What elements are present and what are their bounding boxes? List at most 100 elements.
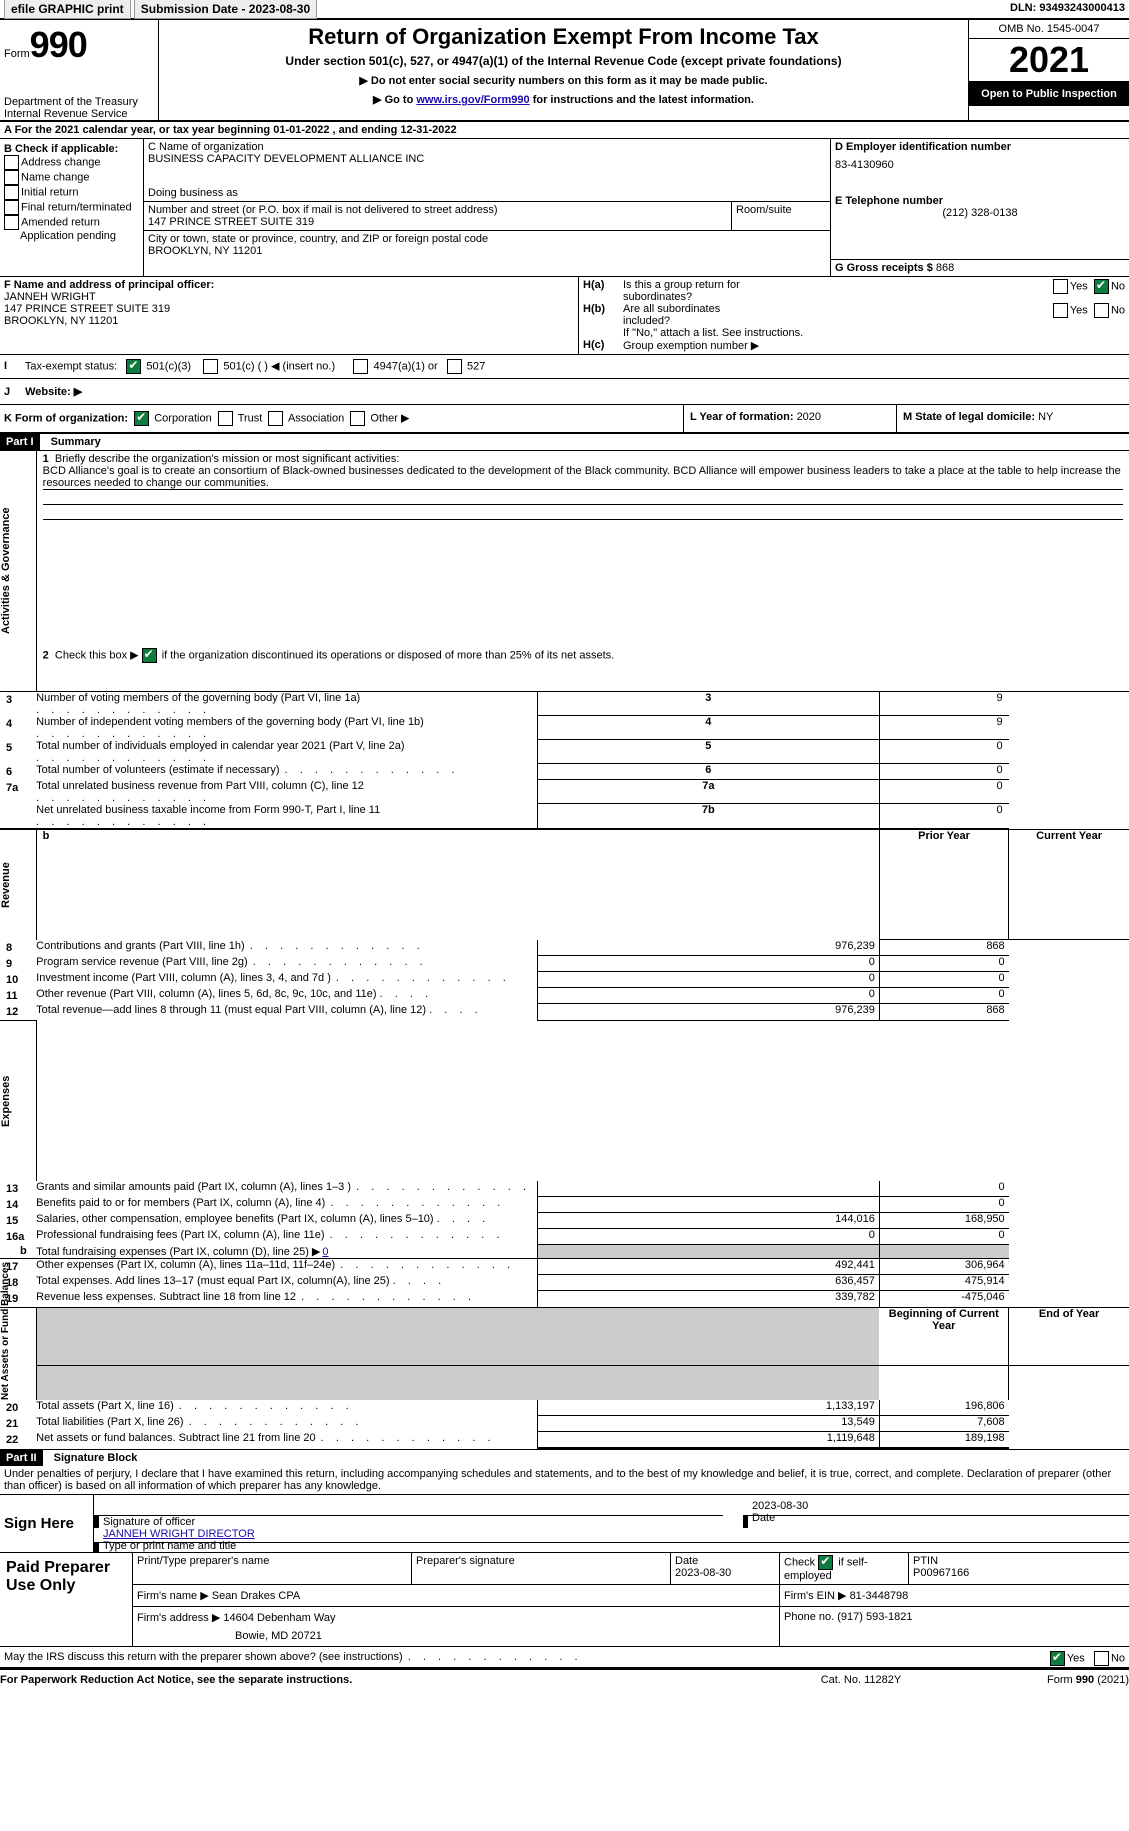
form-title: Return of Organization Exempt From Incom…	[179, 24, 948, 50]
ssn-notice: Do not enter social security numbers on …	[371, 75, 768, 87]
summary-line: 14Benefits paid to or for members (Part …	[0, 1197, 1129, 1213]
discuss-no-checkbox[interactable]	[1094, 1651, 1109, 1666]
org-name-label: C Name of organization	[148, 141, 826, 153]
summary-line: 17Other expenses (Part IX, column (A), l…	[0, 1258, 1129, 1275]
part2-header-row: Part II Signature Block	[0, 1449, 1129, 1466]
signature-officer-label: Signature of officer	[97, 1515, 724, 1528]
527-checkbox[interactable]	[447, 359, 462, 374]
corp-checkbox[interactable]	[134, 411, 149, 426]
net-shaded-left	[36, 1307, 879, 1366]
part1-header-row: Part I Summary	[0, 434, 1129, 451]
phone-label: E Telephone number	[835, 195, 1125, 207]
hb-no-checkbox[interactable]	[1094, 303, 1109, 318]
discuss-yes-label: Yes	[1067, 1652, 1085, 1664]
501c3-checkbox[interactable]	[126, 359, 141, 374]
firm-name-value: Sean Drakes CPA	[212, 1590, 300, 1602]
part1-table: Activities & Governance 1 Briefly descri…	[0, 451, 1129, 1449]
dba-label: Doing business as	[148, 187, 826, 199]
sign-here-label: Sign Here	[0, 1495, 94, 1552]
amended-return-label: Amended return	[21, 216, 100, 228]
city-value: BROOKLYN, NY 11201	[148, 245, 826, 257]
4947-label: 4947(a)(1) or	[374, 360, 438, 372]
summary-line: 16aProfessional fundraising fees (Part I…	[0, 1229, 1129, 1245]
footer-row: For Paperwork Reduction Act Notice, see …	[0, 1668, 1129, 1690]
summary-line: 22Net assets or fund balances. Subtract …	[0, 1432, 1129, 1448]
gross-receipts-value: 868	[936, 262, 954, 274]
self-employed-prefix: Check	[784, 1556, 818, 1568]
discuss-row: May the IRS discuss this return with the…	[0, 1646, 1129, 1668]
preparer-name-label: Print/Type preparer's name	[133, 1552, 412, 1584]
part1-title: Summary	[43, 436, 101, 448]
discuss-question: May the IRS discuss this return with the…	[4, 1651, 580, 1663]
cat-number: Cat. No. 11282Y	[773, 1669, 950, 1690]
tax-year: 2021	[969, 39, 1129, 82]
tax-period-row: A For the 2021 calendar year, or tax yea…	[0, 122, 1129, 139]
efile-print-button[interactable]: efile GRAPHIC print	[4, 0, 131, 19]
501c-other-checkbox[interactable]	[203, 359, 218, 374]
h-a-text1: Is this a group return for	[623, 279, 933, 291]
firm-ein-label: Firm's EIN ▶	[784, 1590, 850, 1602]
open-public-inspection: Open to Public Inspection	[969, 82, 1129, 106]
form-subtitle: Under section 501(c), 527, or 4947(a)(1)…	[179, 54, 948, 68]
website-label: Website: ▶	[25, 386, 82, 398]
paid-preparer-label: Paid Preparer Use Only	[0, 1552, 133, 1646]
typed-name-link[interactable]: JANNEH WRIGHT DIRECTOR	[103, 1528, 255, 1540]
amended-return-checkbox[interactable]	[4, 215, 19, 230]
4947-checkbox[interactable]	[353, 359, 368, 374]
name-change-checkbox[interactable]	[4, 170, 19, 185]
identity-block: B Check if applicable: Address change Na…	[0, 139, 1129, 276]
signature-date-label: Date	[752, 1512, 775, 1524]
phone-value: (212) 328-0138	[835, 207, 1125, 219]
hb-yes-checkbox[interactable]	[1053, 303, 1068, 318]
summary-line: 20Total assets (Part X, line 16) 1,133,1…	[0, 1400, 1129, 1416]
firm-phone-value: (917) 593-1821	[837, 1611, 912, 1623]
preparer-signature-label: Preparer's signature	[412, 1552, 671, 1584]
line16b-value[interactable]: 0	[320, 1246, 408, 1259]
ha-no-label: No	[1111, 280, 1125, 292]
officer-group-block: F Name and address of principal officer:…	[0, 276, 1129, 354]
h-list-instruction: If "No," attach a list. See instructions…	[623, 327, 1125, 339]
application-pending-label: Application pending	[4, 230, 139, 242]
ha-yes-checkbox[interactable]	[1053, 279, 1068, 294]
initial-return-checkbox[interactable]	[4, 185, 19, 200]
h-b-label: H(b)	[583, 303, 623, 327]
firm-addr2-value: Bowie, MD 20721	[137, 1624, 775, 1642]
final-return-label: Final return/terminated	[21, 201, 132, 213]
beginning-year-header: Beginning of Current Year	[879, 1307, 1008, 1366]
prep-date-value: 2023-08-30	[675, 1567, 731, 1579]
typed-name-label: Type or print name and title	[103, 1540, 236, 1552]
year-formation-label: L Year of formation:	[690, 411, 797, 423]
signature-block: Sign Here Signature of officer 2023-08-3…	[0, 1495, 1129, 1552]
firm-addr-label: Firm's address ▶	[137, 1612, 223, 1624]
self-employed-checkbox[interactable]	[818, 1555, 833, 1570]
discontinued-checkbox[interactable]	[142, 648, 157, 663]
form-footer-right: Form 990 (2021)	[949, 1669, 1129, 1690]
part2-label: Part II	[0, 1450, 43, 1466]
addr-change-checkbox[interactable]	[4, 155, 19, 170]
discuss-yes-checkbox[interactable]	[1050, 1651, 1065, 1666]
final-return-checkbox[interactable]	[4, 200, 19, 215]
firm-ein-value: 81-3448798	[850, 1590, 909, 1602]
ein-value: 83-4130960	[835, 159, 1125, 171]
summary-line: 13Grants and similar amounts paid (Part …	[0, 1181, 1129, 1197]
line16b-curr-shaded	[879, 1245, 1008, 1259]
other-checkbox[interactable]	[350, 411, 365, 426]
city-label: City or town, state or province, country…	[148, 233, 826, 245]
assoc-checkbox[interactable]	[268, 411, 283, 426]
summary-line: 11Other revenue (Part VIII, column (A), …	[0, 988, 1129, 1004]
firm-name-label: Firm's name ▶	[137, 1590, 212, 1602]
summary-line: 10Investment income (Part VIII, column (…	[0, 972, 1129, 988]
form990-link[interactable]: www.irs.gov/Form990	[416, 94, 529, 106]
discuss-no-label: No	[1111, 1652, 1125, 1664]
room-label: Room/suite	[732, 202, 831, 231]
topbar: efile GRAPHIC print Submission Date - 20…	[0, 0, 1129, 20]
hb-no-label: No	[1111, 304, 1125, 316]
year-formation-value: 2020	[797, 411, 821, 423]
501c3-label: 501(c)(3)	[146, 360, 191, 372]
expenses-vlabel: Expenses	[0, 1021, 12, 1181]
other-label: Other ▶	[370, 412, 409, 424]
trust-checkbox[interactable]	[218, 411, 233, 426]
ha-no-checkbox[interactable]	[1094, 279, 1109, 294]
officer-city: BROOKLYN, NY 11201	[4, 315, 574, 327]
corp-label: Corporation	[154, 412, 211, 424]
